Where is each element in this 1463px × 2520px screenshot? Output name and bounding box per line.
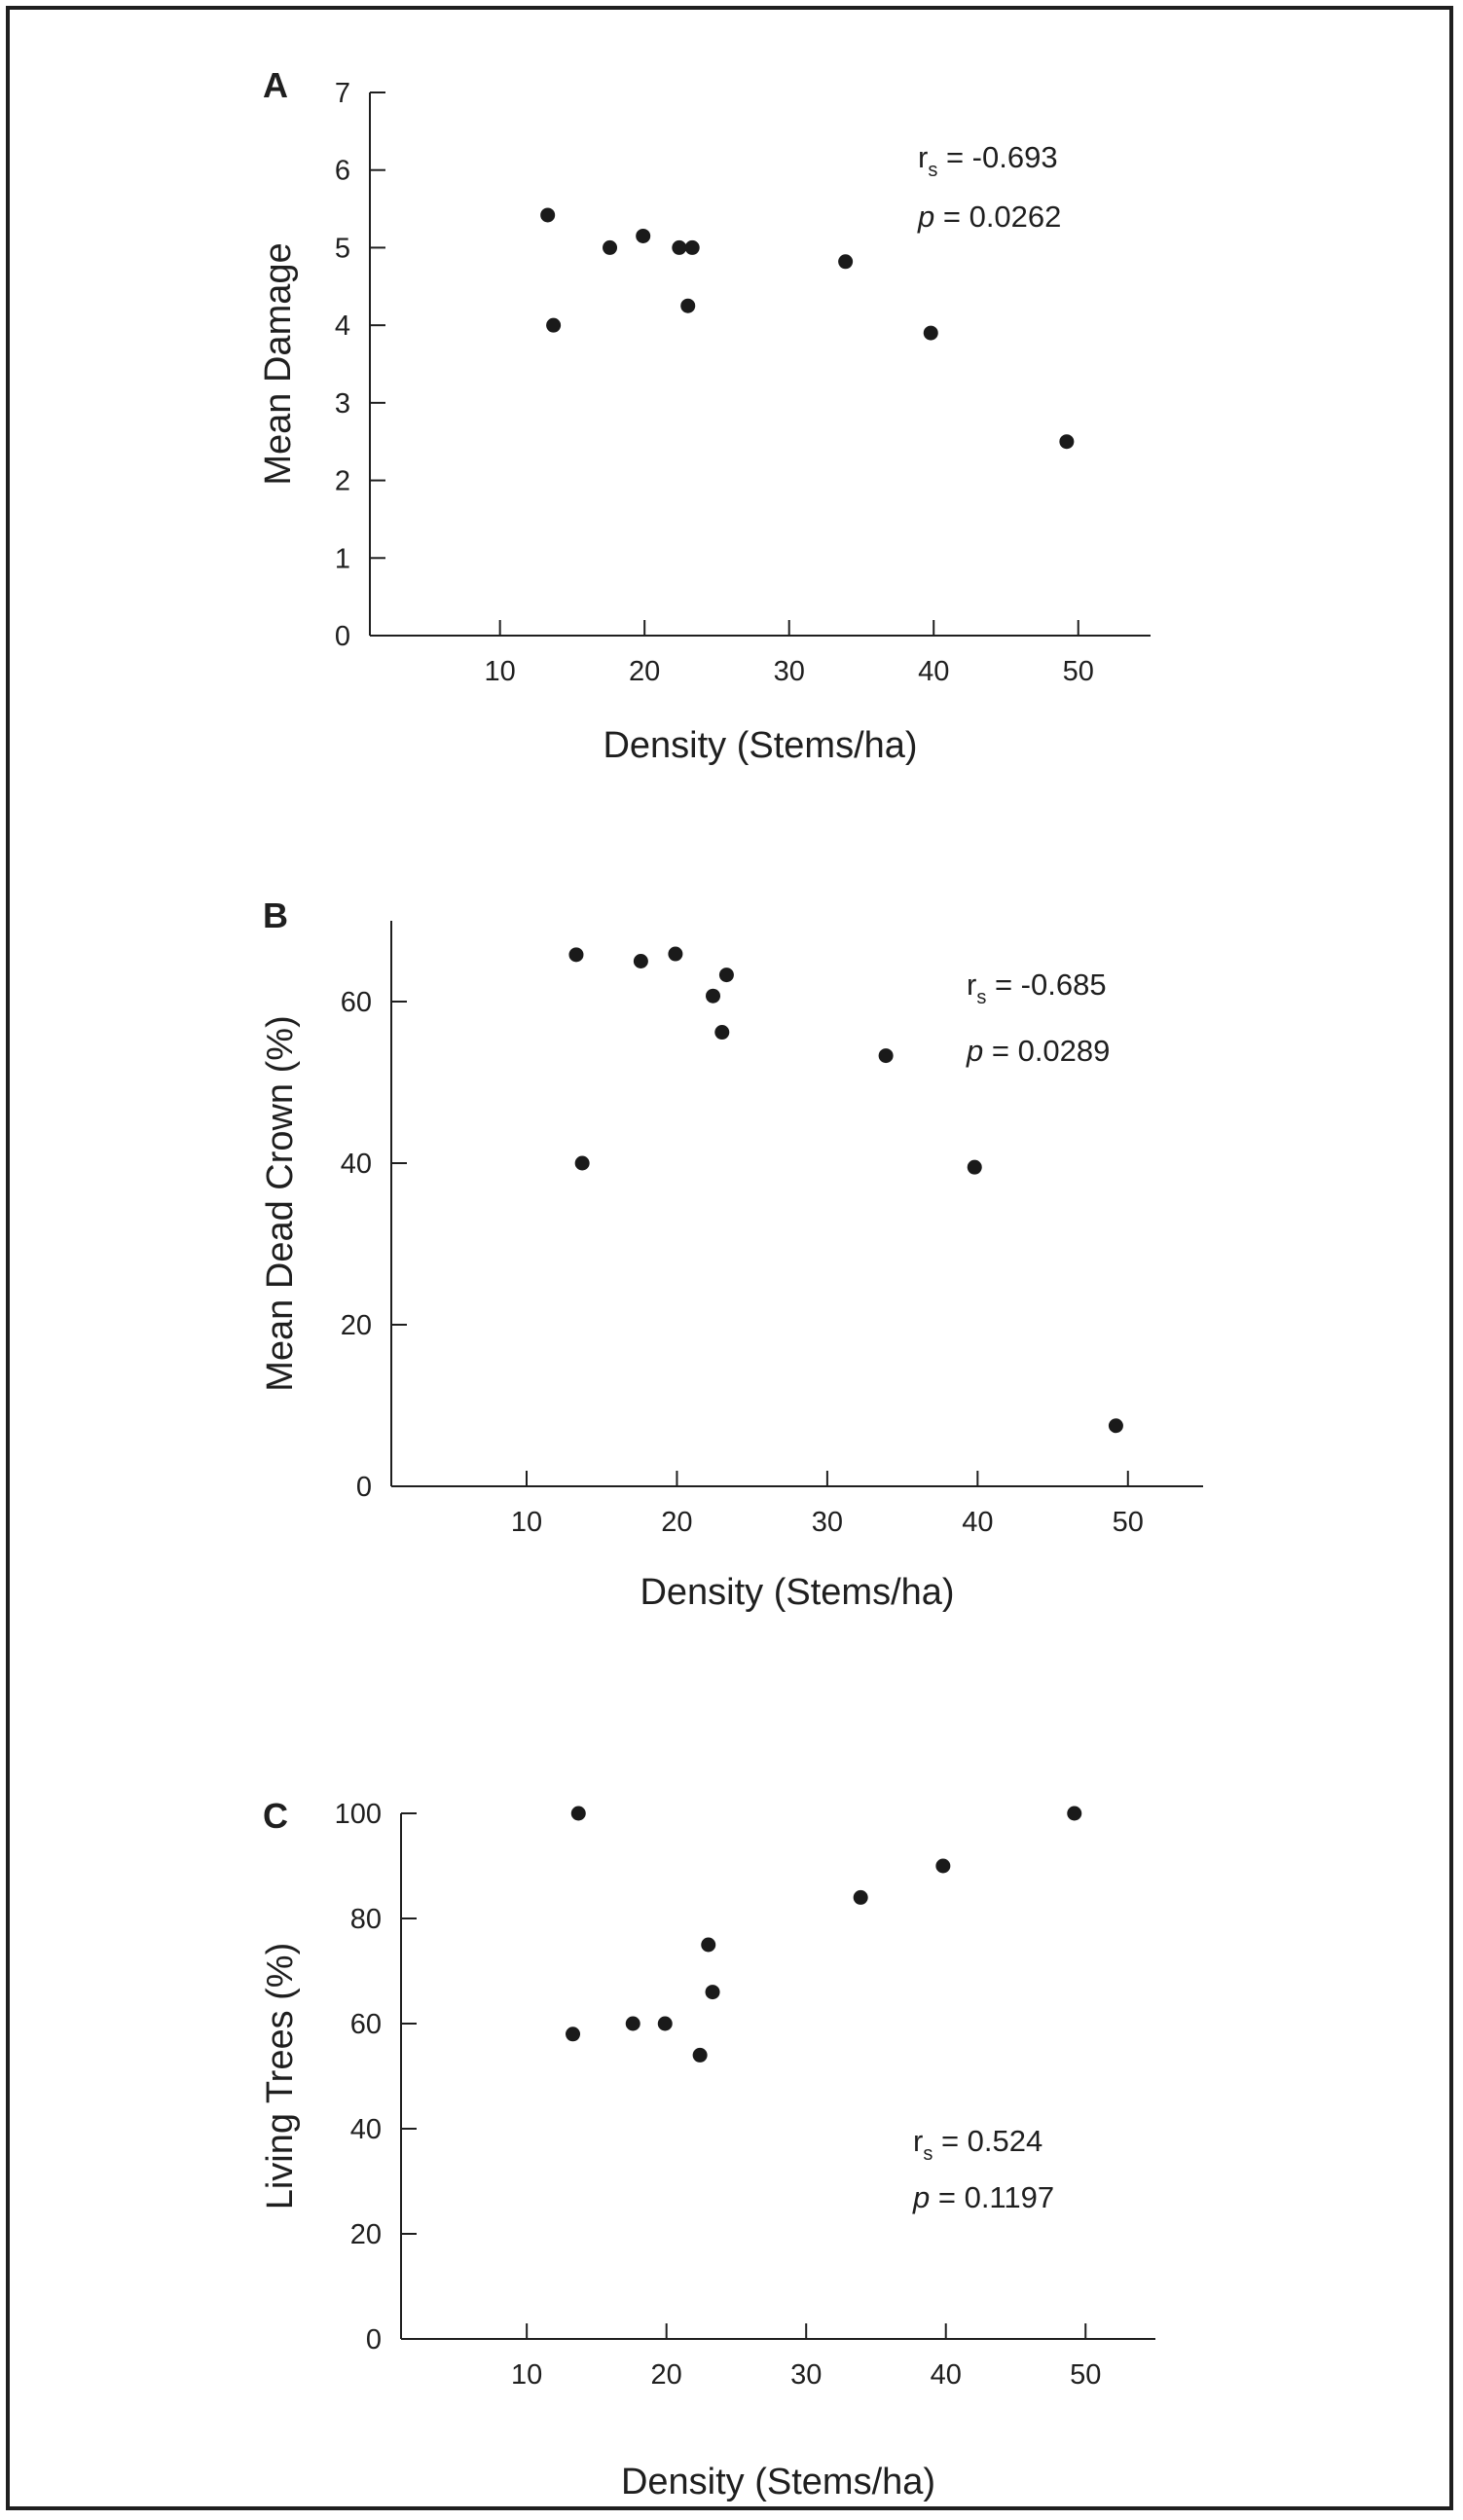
stat-rs: rs = 0.524 — [913, 2124, 1042, 2165]
y-tick-label: 100 — [335, 1799, 382, 1830]
x-tick-label: 40 — [918, 656, 949, 687]
data-point — [718, 968, 734, 983]
panel-a: 0 1 2 3 4 5 6 7 10 20 30 40 50 Density (Stems/ha) Mean… — [258, 65, 1151, 766]
x-tick-label: 20 — [651, 2359, 682, 2391]
stat-rs: rs = -0.693 — [918, 140, 1058, 181]
data-point — [684, 239, 700, 255]
y-tick-label: 0 — [356, 1472, 372, 1503]
y-axis-title: Living Trees (%) — [260, 1943, 301, 2210]
data-point — [603, 239, 618, 255]
data-point — [706, 988, 721, 1004]
x-tick-label: 10 — [485, 656, 516, 687]
stat-p: p = 0.0289 — [966, 1034, 1110, 1068]
figure-frame — [6, 6, 1453, 2510]
x-tick-label: 40 — [931, 2359, 962, 2391]
stat-p: p = 0.1197 — [912, 2180, 1054, 2214]
data-point — [838, 254, 854, 270]
x-tick-label: 20 — [629, 656, 660, 687]
data-point — [540, 207, 556, 223]
x-tick-label: 30 — [790, 2359, 822, 2391]
y-tick-label: 3 — [335, 388, 350, 420]
data-point — [680, 298, 696, 313]
data-point — [574, 1155, 590, 1171]
data-point — [923, 325, 938, 341]
data-point — [701, 1937, 716, 1953]
x-tick-label: 20 — [661, 1507, 692, 1538]
data-point — [1059, 434, 1075, 450]
x-axis-title: Density (Stems/ha) — [603, 725, 917, 766]
data-point — [625, 2016, 640, 2031]
panel-b: 0 20 40 60 10 20 30 40 50 Density (Stems/ha) Mean … — [260, 895, 1203, 1613]
y-tick-label: 60 — [350, 2009, 382, 2040]
y-tick-label: 80 — [350, 1904, 382, 1935]
y-tick-label: 2 — [335, 466, 350, 497]
y-tick-label: 0 — [335, 621, 350, 652]
y-tick-label: 20 — [341, 1310, 372, 1341]
stat-p: p = 0.0262 — [917, 200, 1061, 234]
y-tick-label: 7 — [335, 78, 350, 109]
data-point — [566, 2027, 581, 2042]
y-tick-label: 0 — [366, 2324, 382, 2356]
y-tick-label: 40 — [350, 2114, 382, 2145]
panel-label: C — [263, 1796, 288, 1836]
data-point — [1067, 1806, 1082, 1821]
x-axis-title: Density (Stems/ha) — [640, 1572, 954, 1613]
data-point — [935, 1858, 951, 1874]
x-tick-label: 40 — [962, 1507, 993, 1538]
x-tick-label: 30 — [812, 1507, 843, 1538]
y-axis-title: Mean Dead Crown (%) — [260, 1015, 301, 1391]
y-tick-label: 20 — [350, 2219, 382, 2250]
x-tick-label: 50 — [1113, 1507, 1144, 1538]
y-tick-label: 4 — [335, 310, 350, 342]
y-tick-label: 1 — [335, 543, 350, 574]
x-tick-label: 50 — [1063, 656, 1094, 687]
data-point — [570, 1806, 586, 1821]
y-axis-title: Mean Damage — [258, 242, 299, 485]
x-tick-label: 50 — [1070, 2359, 1101, 2391]
data-point — [714, 1025, 730, 1041]
y-tick-label: 40 — [341, 1149, 372, 1180]
data-point — [633, 954, 648, 968]
y-tick-label: 6 — [335, 156, 350, 187]
data-point — [672, 239, 687, 255]
y-tick-label: 5 — [335, 233, 350, 264]
data-point — [657, 2016, 673, 2031]
x-axis-title: Density (Stems/ha) — [621, 2462, 935, 2502]
x-tick-label: 10 — [511, 1507, 542, 1538]
data-point — [668, 946, 683, 962]
data-point — [878, 1048, 894, 1064]
data-point — [568, 947, 584, 963]
panel-label: B — [263, 895, 288, 935]
data-point — [705, 1985, 720, 2000]
data-point — [967, 1159, 982, 1175]
x-tick-label: 30 — [774, 656, 805, 687]
stat-rs: rs = -0.685 — [967, 968, 1107, 1008]
y-tick-label: 60 — [341, 987, 372, 1018]
panel-label: A — [263, 65, 288, 105]
data-point — [636, 228, 651, 243]
data-point — [1108, 1418, 1123, 1434]
data-point — [692, 2047, 708, 2063]
x-tick-label: 10 — [511, 2359, 542, 2391]
data-point — [853, 1889, 868, 1905]
data-point — [546, 317, 562, 333]
panel-c: 0 20 40 60 80 100 10 20 30 40 50 Density (Stems/ha)… — [260, 1796, 1155, 2502]
